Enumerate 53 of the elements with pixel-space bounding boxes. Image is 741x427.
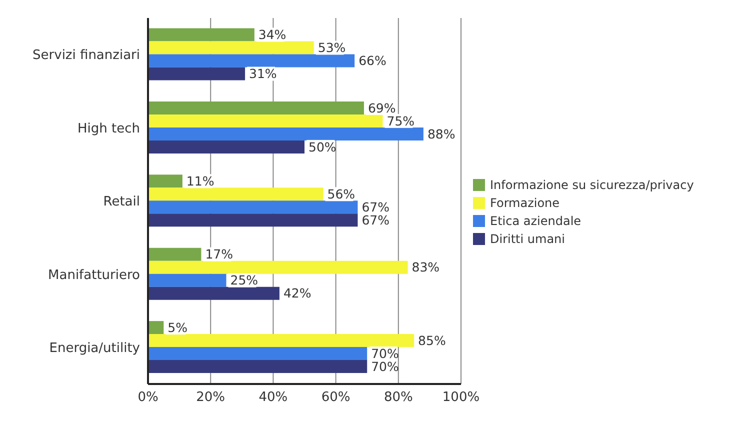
data-label: 83% [412, 260, 440, 275]
data-label: 11% [186, 174, 214, 189]
data-label: 17% [205, 246, 234, 262]
y-tick-label: Servizi finanziari [32, 48, 140, 64]
y-tick-label: Retail [103, 194, 140, 210]
bar [148, 114, 383, 128]
bar [148, 140, 304, 154]
data-label: 88% [427, 126, 456, 142]
bar [148, 41, 314, 54]
bar [148, 127, 424, 140]
bar [148, 67, 246, 80]
data-label: 34% [258, 27, 286, 42]
bar [148, 286, 280, 300]
x-tick-label: 100% [442, 390, 480, 406]
bar [148, 214, 358, 227]
legend-label: Etica aziendale [490, 214, 582, 228]
y-tick-label: Manifatturiero [48, 268, 140, 283]
data-label: 53% [318, 40, 346, 56]
y-tick-label: High tech [78, 121, 140, 136]
legend-label: Informazione su sicurezza/privacy [490, 178, 694, 192]
legend-label: Formazione [490, 196, 560, 210]
x-tick-label: 20% [196, 390, 226, 406]
bar [148, 174, 182, 188]
y-tick-label: Energia/utility [49, 341, 140, 356]
legend-label: Diritti umani [490, 232, 565, 246]
bar [148, 28, 254, 42]
bar [148, 188, 324, 201]
data-label: 66% [358, 53, 386, 68]
data-label: 31% [249, 66, 277, 82]
x-tick-label: 80% [384, 390, 413, 406]
bar [148, 54, 355, 68]
bar [148, 274, 226, 287]
data-label: 67% [362, 212, 390, 228]
x-tick-label: 0% [138, 390, 158, 406]
data-label: 25% [230, 272, 258, 288]
bar [148, 347, 368, 360]
data-label: 5% [168, 320, 188, 335]
bar [148, 260, 408, 274]
data-label: 85% [418, 332, 446, 348]
bar [148, 200, 358, 214]
data-label: 50% [308, 139, 336, 154]
x-tick-label: 60% [321, 390, 350, 406]
data-label: 42% [283, 286, 312, 301]
bar [148, 360, 368, 374]
data-label: 75% [386, 113, 415, 128]
bar [148, 248, 202, 261]
data-label: 67% [362, 200, 390, 215]
data-label: 69% [368, 100, 396, 116]
data-label: 56% [327, 186, 356, 202]
bar [148, 101, 364, 114]
x-tick-label: 40% [258, 390, 288, 406]
bar [148, 334, 414, 348]
bar [148, 321, 164, 334]
